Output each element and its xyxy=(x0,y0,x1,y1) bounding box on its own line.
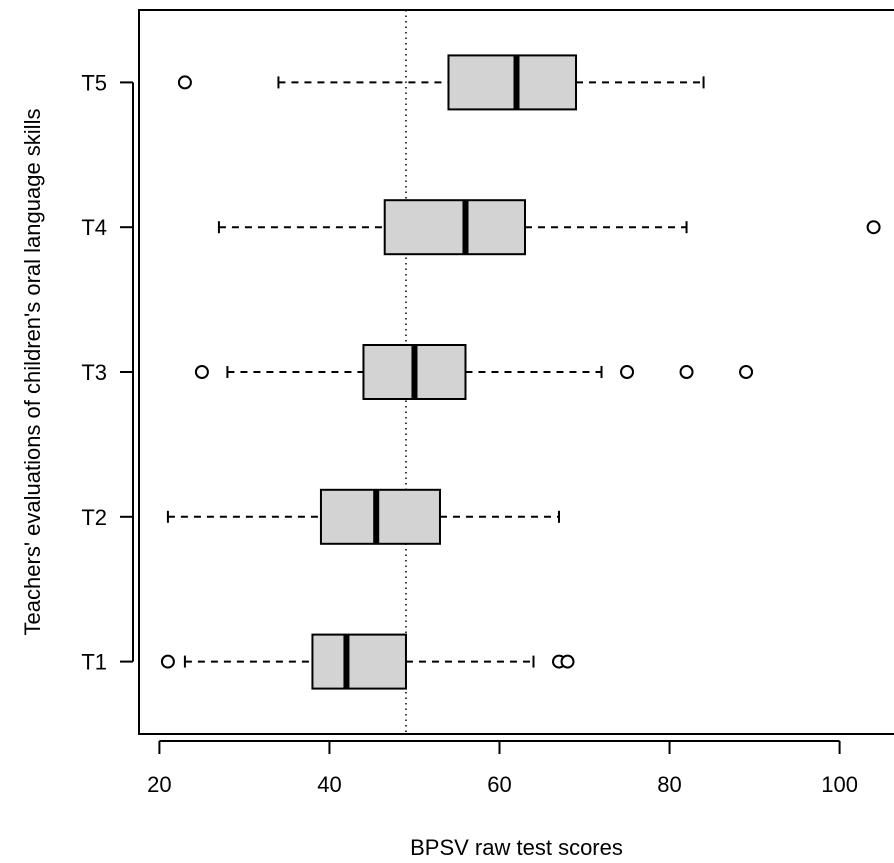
x-tick-label: 20 xyxy=(147,772,171,797)
x-tick-label: 100 xyxy=(821,772,858,797)
box-t4 xyxy=(217,199,881,256)
x-axis: 20 40 60 80 100 xyxy=(147,740,858,797)
iqr-box xyxy=(319,488,441,545)
x-tick-label: 40 xyxy=(317,772,341,797)
outlier-point xyxy=(560,654,575,669)
x-tick-label: 60 xyxy=(487,772,511,797)
box-t2 xyxy=(166,488,561,545)
x-tick-label: 80 xyxy=(657,772,681,797)
y-tick-label: T3 xyxy=(81,360,107,385)
y-tick-label: T2 xyxy=(81,505,107,530)
outlier-point xyxy=(160,654,175,669)
outlier-point xyxy=(177,75,192,90)
y-tick-label: T4 xyxy=(81,215,107,240)
box-t1 xyxy=(160,633,575,690)
y-tick-label: T5 xyxy=(81,70,107,95)
boxes-layer xyxy=(160,54,881,690)
outlier-point xyxy=(679,365,694,379)
iqr-box xyxy=(383,199,527,256)
y-axis: T1 T2 T3 T4 T5 xyxy=(81,70,134,675)
box-t3 xyxy=(194,344,754,400)
y-axis-label: Teachers' evaluations of children's oral… xyxy=(20,109,45,636)
plot-frame xyxy=(138,9,894,735)
outlier-point xyxy=(194,365,209,379)
iqr-box xyxy=(447,54,578,111)
outlier-point xyxy=(866,220,881,235)
outlier-point xyxy=(620,365,635,379)
y-tick-label: T1 xyxy=(81,650,107,675)
box-t5 xyxy=(177,54,705,111)
outlier-point xyxy=(739,365,754,379)
iqr-box xyxy=(311,633,407,690)
x-axis-label: BPSV raw test scores xyxy=(410,835,623,860)
